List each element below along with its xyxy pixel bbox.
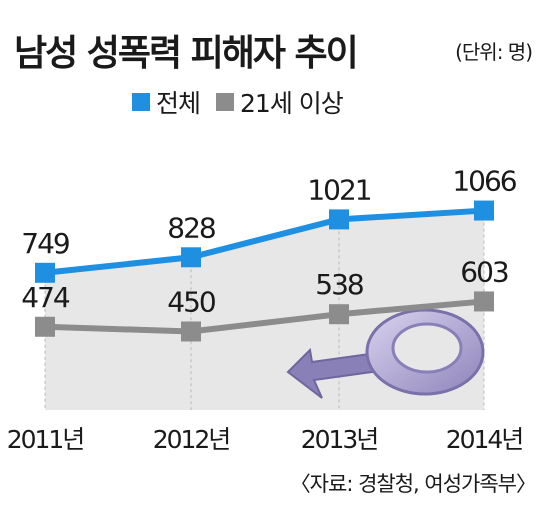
male-symbol-icon: [286, 308, 485, 399]
data-point: [329, 304, 349, 325]
legend-swatch-adult: [216, 93, 235, 111]
data-point: [35, 262, 55, 283]
source-note: 〈자료: 경찰청, 여성가족부〉: [289, 472, 537, 496]
data-label: 1066: [452, 165, 516, 198]
x-tick-label: 2011년: [7, 425, 84, 454]
data-label: 1021: [307, 173, 370, 206]
data-point: [181, 321, 201, 342]
data-point: [474, 200, 494, 221]
data-label: 749: [21, 227, 69, 260]
data-point: [474, 291, 494, 312]
legend-label-adult: 21세 이상: [240, 89, 344, 118]
series-line-0: [44, 207, 485, 276]
legend-swatch-total: [132, 93, 150, 111]
legend: 전체 21세 이상: [132, 84, 344, 120]
data-label: 603: [460, 255, 508, 288]
data-label: 474: [21, 281, 70, 314]
data-point: [181, 247, 201, 268]
data-label: 538: [315, 268, 363, 301]
data-point: [329, 209, 349, 230]
chart-title: 남성 성폭력 피해자 추이: [14, 33, 359, 74]
unit-label: (단위: 명): [455, 40, 533, 64]
legend-label-total: 전체: [156, 89, 201, 118]
x-tick-label: 2013년: [301, 425, 378, 454]
data-label: 450: [167, 285, 215, 318]
x-tick-label: 2012년: [153, 425, 230, 454]
x-tick-label: 2014년: [446, 425, 523, 454]
series-line-1: [44, 298, 485, 335]
data-point: [35, 316, 55, 337]
data-label: 828: [167, 211, 215, 244]
